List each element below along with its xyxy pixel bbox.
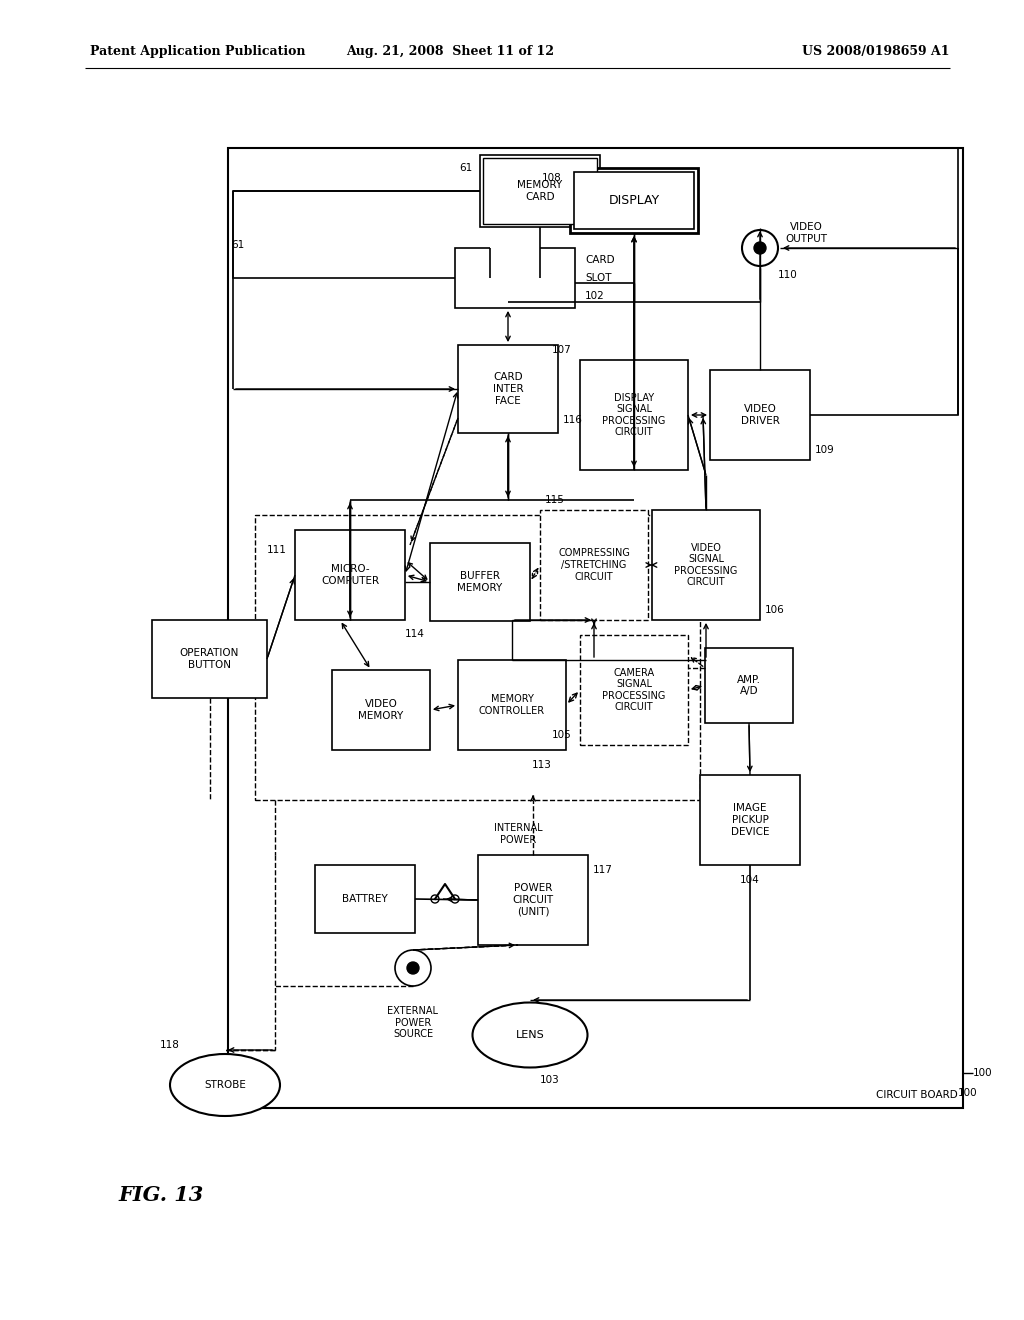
Bar	[540, 510, 648, 620]
Text: 61: 61	[231, 240, 245, 249]
Bar	[580, 635, 688, 744]
Ellipse shape	[170, 1053, 280, 1115]
Text: 116: 116	[563, 414, 583, 425]
Text: 102: 102	[585, 290, 605, 301]
Bar	[490, 246, 540, 279]
Text: 107: 107	[552, 345, 572, 355]
Bar	[652, 510, 760, 620]
Text: CARD
INTER
FACE: CARD INTER FACE	[493, 372, 523, 405]
Text: 111: 111	[267, 545, 287, 554]
Text: 114: 114	[406, 630, 425, 639]
Text: 109: 109	[815, 445, 835, 455]
Text: EXTERNAL
POWER
SOURCE: EXTERNAL POWER SOURCE	[387, 1006, 438, 1039]
Text: Aug. 21, 2008  Sheet 11 of 12: Aug. 21, 2008 Sheet 11 of 12	[346, 45, 554, 58]
Bar	[332, 671, 430, 750]
Text: 117: 117	[593, 865, 613, 875]
Bar	[455, 248, 575, 308]
Text: 108: 108	[543, 173, 562, 183]
Bar	[458, 660, 566, 750]
Text: IMAGE
PICKUP
DEVICE: IMAGE PICKUP DEVICE	[731, 804, 769, 837]
Text: VIDEO
MEMORY: VIDEO MEMORY	[358, 700, 403, 721]
Text: DISPLAY: DISPLAY	[608, 194, 659, 207]
Text: VIDEO
OUTPUT: VIDEO OUTPUT	[785, 222, 827, 244]
Text: 113: 113	[532, 760, 552, 770]
Bar	[705, 648, 793, 723]
Text: 100: 100	[958, 1088, 978, 1098]
Text: FIG. 13: FIG. 13	[118, 1185, 203, 1205]
Text: DISPLAY
SIGNAL
PROCESSING
CIRCUIT: DISPLAY SIGNAL PROCESSING CIRCUIT	[602, 392, 666, 437]
Text: Patent Application Publication: Patent Application Publication	[90, 45, 305, 58]
Text: CAMERA
SIGNAL
PROCESSING
CIRCUIT: CAMERA SIGNAL PROCESSING CIRCUIT	[602, 668, 666, 713]
Text: 100: 100	[973, 1068, 992, 1078]
Text: 103: 103	[540, 1074, 560, 1085]
Text: 118: 118	[160, 1040, 180, 1049]
Text: INTERNAL
POWER: INTERNAL POWER	[494, 824, 543, 845]
Text: LENS: LENS	[516, 1030, 545, 1040]
Bar	[458, 345, 558, 433]
Text: MEMORY
CONTROLLER: MEMORY CONTROLLER	[479, 694, 545, 715]
Bar	[478, 855, 588, 945]
Text: MICRO-
COMPUTER: MICRO- COMPUTER	[321, 564, 379, 586]
Bar	[480, 154, 600, 227]
Bar	[228, 148, 963, 1107]
Text: 115: 115	[545, 495, 565, 506]
Text: 104: 104	[740, 875, 760, 884]
Text: SLOT: SLOT	[585, 273, 611, 282]
Bar	[295, 531, 406, 620]
Text: MEMORY
CARD: MEMORY CARD	[517, 181, 562, 202]
Text: 106: 106	[765, 605, 784, 615]
Text: VIDEO
SIGNAL
PROCESSING
CIRCUIT: VIDEO SIGNAL PROCESSING CIRCUIT	[675, 543, 737, 587]
Text: OPERATION
BUTTON: OPERATION BUTTON	[180, 648, 240, 669]
Ellipse shape	[472, 1002, 588, 1068]
Text: 105: 105	[552, 730, 572, 741]
Text: US 2008/0198659 A1: US 2008/0198659 A1	[803, 45, 950, 58]
Text: BATTREY: BATTREY	[342, 894, 388, 904]
Bar	[574, 172, 694, 228]
Text: POWER
CIRCUIT
(UNIT): POWER CIRCUIT (UNIT)	[512, 883, 554, 916]
Circle shape	[754, 242, 766, 253]
Bar	[430, 543, 530, 620]
Bar	[700, 775, 800, 865]
Text: CIRCUIT BOARD: CIRCUIT BOARD	[877, 1090, 958, 1100]
Text: STROBE: STROBE	[204, 1080, 246, 1090]
Bar	[152, 620, 267, 698]
Text: VIDEO
DRIVER: VIDEO DRIVER	[740, 404, 779, 426]
Circle shape	[407, 962, 419, 974]
Text: CARD: CARD	[585, 255, 614, 265]
Bar	[315, 865, 415, 933]
Text: 61: 61	[459, 162, 472, 173]
Bar	[570, 168, 698, 234]
Bar	[580, 360, 688, 470]
Bar	[255, 515, 700, 800]
Text: AMP.
A/D: AMP. A/D	[737, 675, 761, 697]
Text: BUFFER
MEMORY: BUFFER MEMORY	[458, 572, 503, 593]
Text: 110: 110	[778, 271, 798, 280]
Bar	[710, 370, 810, 459]
Text: COMPRESSING
/STRETCHING
CIRCUIT: COMPRESSING /STRETCHING CIRCUIT	[558, 548, 630, 582]
Bar	[483, 158, 597, 224]
